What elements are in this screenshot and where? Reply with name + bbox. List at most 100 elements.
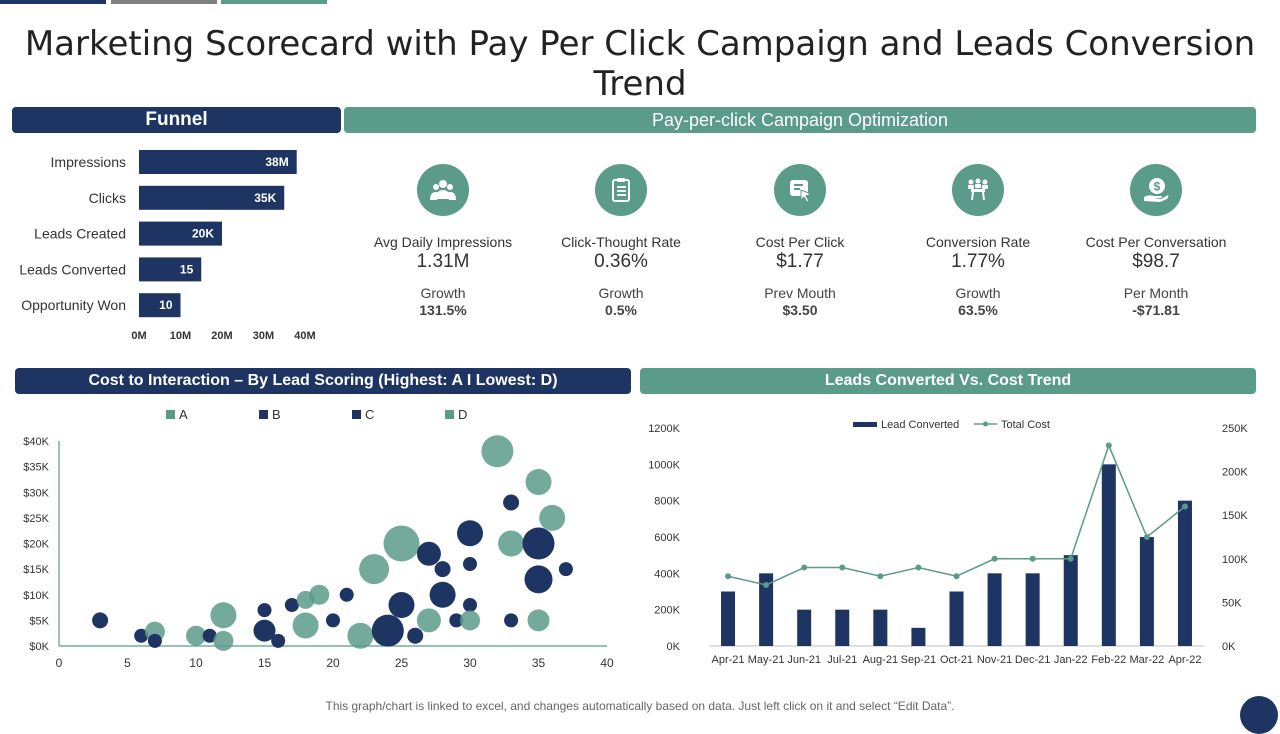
money-hand-icon: $ <box>1130 164 1182 216</box>
trend-bar <box>949 591 964 646</box>
bubble-point <box>527 609 550 632</box>
funnel-bar <box>139 185 285 210</box>
trend-bar <box>1177 500 1192 646</box>
funnel-category-label: Leads Created <box>34 226 126 242</box>
top-accent-bar-3 <box>221 0 327 4</box>
kpi-click-thought-rate: Click-Thought Rate 0.36% Growth 0.5% <box>532 164 710 318</box>
bubble-point <box>371 614 404 647</box>
top-accent-bar-1 <box>0 0 106 4</box>
trend-y-right-tick: 250K <box>1222 423 1248 435</box>
footnote: This graph/chart is linked to excel, and… <box>325 699 955 713</box>
kpi-cost-per-click: Cost Per Click $1.77 Prev Mouth $3.50 <box>711 164 889 318</box>
bubble-legend-swatch <box>445 410 454 419</box>
bubble-y-tick: $30K <box>23 487 49 499</box>
bubble-y-tick: $15K <box>23 564 49 576</box>
trend-y-left-tick: 1200K <box>648 423 680 435</box>
bubble-legend-label: C <box>365 407 374 422</box>
bubble-point <box>271 633 286 648</box>
trend-line-point <box>877 573 884 580</box>
funnel-category-label: Impressions <box>51 154 126 170</box>
trend-header: Leads Converted Vs. Cost Trend <box>640 368 1256 394</box>
bubble-point <box>347 622 374 649</box>
bubble-legend-swatch <box>352 410 361 419</box>
funnel-x-tick: 0M <box>131 330 146 342</box>
trend-line-point <box>991 555 998 562</box>
trend-line-point <box>953 573 960 580</box>
bubble-point <box>429 581 456 608</box>
trend-y-left-tick: 0K <box>667 641 681 653</box>
bubble-header-label: Cost to Interaction – By Lead Scoring (H… <box>88 372 558 389</box>
bubble-point <box>558 562 573 577</box>
bubble-y-tick: $20K <box>23 539 49 551</box>
bubble-point <box>339 587 354 602</box>
bubble-header: Cost to Interaction – By Lead Scoring (H… <box>15 368 631 394</box>
kpi-avg-daily-impressions: Avg Daily Impressions 1.31M Growth 131.5… <box>354 164 532 318</box>
kpi-label: Cost Per Click <box>755 234 845 250</box>
bubble-point <box>186 625 206 646</box>
trend-y-right-tick: 0K <box>1222 641 1236 653</box>
trend-x-tick: Oct-21 <box>940 654 973 666</box>
trend-y-right-tick: 150K <box>1222 510 1248 522</box>
trend-y-right-tick: 100K <box>1222 554 1248 566</box>
trend-bar <box>873 609 888 646</box>
trend-y-left-tick: 800K <box>654 496 680 508</box>
trend-x-tick: May-21 <box>748 654 785 666</box>
funnel-bar <box>139 150 297 174</box>
bubble-point <box>504 613 519 628</box>
trend-x-tick: Jun-21 <box>787 654 821 666</box>
bubble-x-tick: 40 <box>600 656 614 670</box>
bubble-x-tick: 0 <box>56 656 63 670</box>
bubble-point <box>292 612 319 639</box>
bubble-point <box>460 610 480 631</box>
bubble-legend-label: A <box>179 407 188 422</box>
bubble-point <box>284 598 299 612</box>
trend-bar <box>1139 537 1154 646</box>
kpi-label: Avg Daily Impressions <box>373 234 513 250</box>
trend-bar <box>1063 555 1078 646</box>
kpi-cost-per-conversation: $ Cost Per Conversation $98.7 Per Month … <box>1067 164 1245 318</box>
bubble-point <box>147 633 162 648</box>
kpi-label: Cost Per Conversation <box>1085 234 1227 250</box>
kpi-sub-value: 63.5% <box>958 302 998 318</box>
trend-line-point <box>1143 534 1150 540</box>
bubble-point <box>326 613 340 628</box>
funnel-x-tick: 20M <box>211 330 232 342</box>
bubble-point <box>210 602 237 629</box>
bubble-x-tick: 15 <box>258 656 272 670</box>
bubble-point <box>481 435 514 468</box>
funnel-bar <box>139 293 181 318</box>
bubble-point <box>92 612 109 629</box>
bubble-x-tick: 30 <box>463 656 477 670</box>
trend-bar <box>987 573 1002 646</box>
bubble-chart: A B C D $0K $5K $10K $15K $20K $25K $30K $35K $40K 0 5… <box>23 407 614 670</box>
funnel-bar <box>139 257 202 282</box>
trend-y-left-tick: 400K <box>654 568 680 580</box>
trend-legend-bar-swatch <box>853 422 877 427</box>
bubble-legend-swatch <box>259 410 268 419</box>
bubble-point <box>202 628 217 643</box>
bubble-y-tick: $35K <box>23 462 49 474</box>
bubble-y-tick: $40K <box>23 436 49 448</box>
kpi-sub-value: 131.5% <box>419 302 467 318</box>
funnel-category-label: Clicks <box>89 190 126 206</box>
funnel-x-tick: 10M <box>170 330 191 342</box>
funnel-category-label: Opportunity Won <box>21 297 126 313</box>
funnel-header-label: Funnel <box>145 109 208 130</box>
bubble-point <box>383 525 420 562</box>
kpi-sub-label: Growth <box>420 285 466 301</box>
kpi-conversion-rate: Conversion Rate 1.77% Growth 63.5% <box>889 164 1067 318</box>
bubble-point <box>539 504 566 531</box>
funnel-bar-label: 38M <box>265 155 288 169</box>
bubble-point <box>463 598 477 612</box>
bubble-point <box>522 527 555 560</box>
kpi-sub-value: -$71.81 <box>1132 302 1180 318</box>
bubble-x-tick: 35 <box>532 656 546 670</box>
trend-x-tick: Apr-21 <box>712 654 745 666</box>
bubble-y-tick: $0K <box>29 641 49 653</box>
trend-x-tick: Jan-22 <box>1054 654 1088 666</box>
trend-bar <box>1025 573 1040 646</box>
trend-header-label: Leads Converted Vs. Cost Trend <box>824 372 1072 389</box>
kpi-sub-label: Per Month <box>1123 285 1189 301</box>
kpi-sub-value: $3.50 <box>782 302 818 318</box>
corner-decoration <box>1240 696 1278 734</box>
